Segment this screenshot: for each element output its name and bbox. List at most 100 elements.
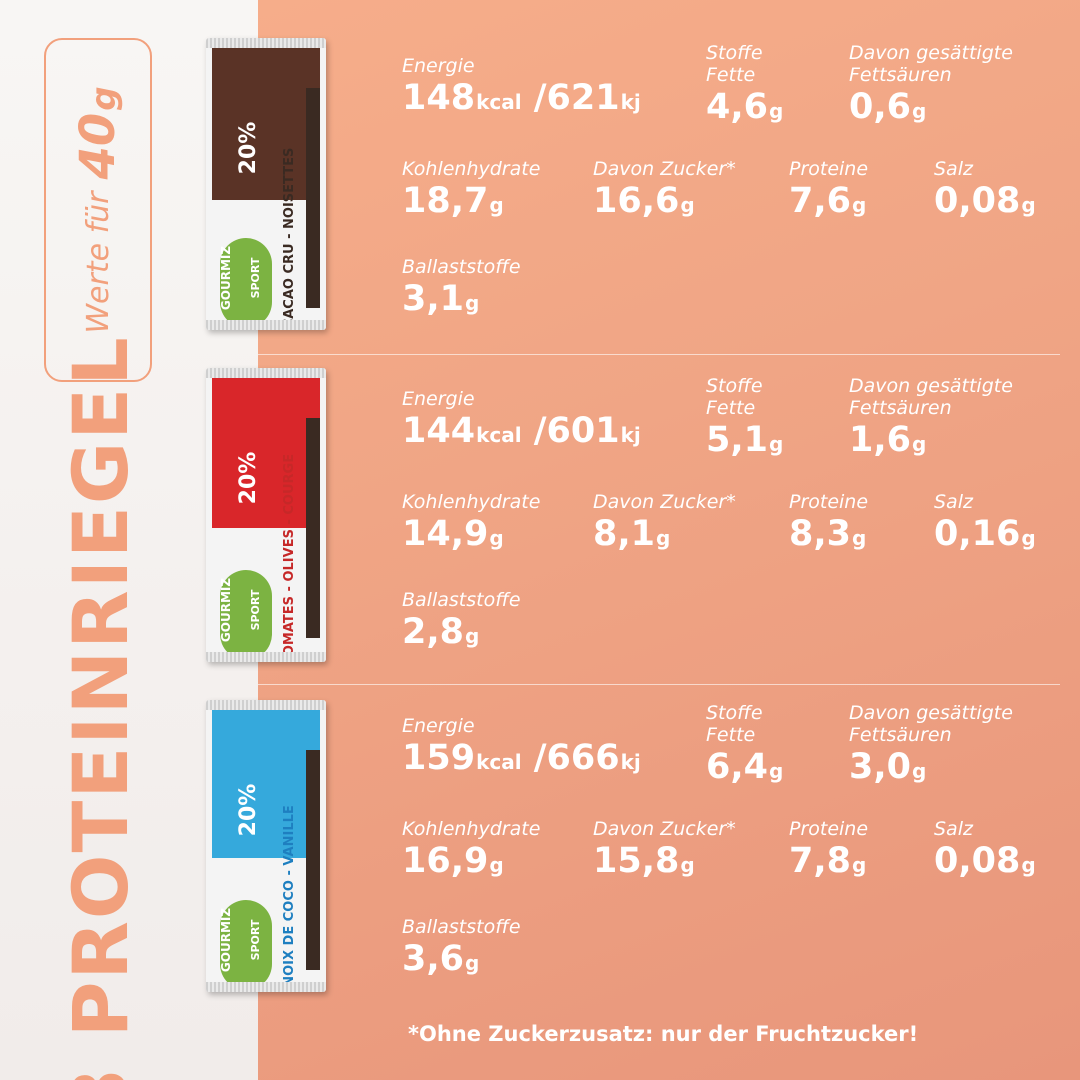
brand-logo: GOURMIZ [219, 907, 233, 973]
footnote: *Ohne Zuckerzusatz: nur der Fruchtzucker… [408, 1022, 919, 1046]
product-3-kj: /666 [533, 738, 620, 778]
carbs-value: 16,9g [402, 840, 540, 886]
protein-label: Proteine [789, 491, 869, 513]
protein-percent-badge: 20% [236, 121, 261, 175]
product-3-kohlenhydrate: 16,9 [402, 841, 489, 881]
brand-badge [220, 900, 272, 990]
fat-value: 6,4g [706, 746, 783, 792]
saturated-fat-value: 1,6g [849, 419, 1013, 465]
product-1-salz: 0,08 [934, 181, 1021, 221]
product-1-proteine: 7,6 [789, 181, 852, 221]
fiber-item: Ballaststoffe 2,8g [402, 589, 521, 657]
product-3-fette: 6,4 [706, 747, 769, 787]
salt-item: Salz 0,08g [934, 158, 1036, 226]
salt-value: 0,08g [934, 180, 1036, 226]
fat-item: Stoffe Fette 6,4g [706, 702, 783, 792]
product-3-gesattigt: 3,0 [849, 747, 912, 787]
fat-label: Stoffe Fette [706, 42, 763, 86]
protein-percent-badge: 20% [236, 451, 261, 505]
protein-value: 7,6g [789, 180, 868, 226]
brand-badge [220, 570, 272, 660]
unit: g [769, 432, 784, 456]
sugar-item: Davon Zucker* 16,6g [593, 158, 736, 226]
unit: g [912, 759, 927, 783]
saturated-fat-label: Davon gesättigte Fettsäuren [849, 375, 1013, 419]
product-3-salz: 0,08 [934, 841, 1021, 881]
unit: g [1021, 526, 1036, 550]
saturated-fat-item: Davon gesättigte Fettsäuren 3,0g [849, 702, 1013, 792]
saturated-fat-item: Davon gesättigte Fettsäuren 1,6g [849, 375, 1013, 465]
wrapper-color-band [212, 378, 320, 528]
carbs-item: Kohlenhydrate 18,7g [402, 158, 540, 226]
brand-badge [220, 238, 272, 328]
carbs-item: Kohlenhydrate 14,9g [402, 491, 540, 559]
unit: g [852, 853, 867, 877]
fiber-label: Ballaststoffe [402, 589, 521, 611]
energy-label: Energie [402, 55, 475, 77]
product-image-cacao: 20% GOURMIZ SPORT CACAO CRU - NOISETTES [206, 38, 326, 330]
product-2-fette: 5,1 [706, 420, 769, 460]
fat-item: Stoffe Fette 4,6g [706, 42, 783, 132]
carbs-item: Kohlenhydrate 16,9g [402, 818, 540, 886]
product-1-gesattigt: 0,6 [849, 87, 912, 127]
nutrition-panel [258, 0, 1080, 1080]
fiber-item: Ballaststoffe 3,6g [402, 916, 521, 984]
unit: g [489, 526, 504, 550]
fiber-label: Ballaststoffe [402, 916, 521, 938]
serving-size-value: 40 [70, 112, 126, 180]
unit: g [1021, 193, 1036, 217]
wrapper-color-band [212, 710, 320, 858]
wrapper-crimp [206, 38, 326, 48]
product-1-kcal: 148 [402, 78, 476, 118]
carbs-label: Kohlenhydrate [402, 491, 541, 513]
sugar-label: Davon Zucker* [593, 158, 736, 180]
wrapper-crimp [206, 368, 326, 378]
flavor-label: TOMATES - OLIVES - COURGE [282, 453, 297, 662]
bar-edge [306, 750, 320, 970]
protein-label: Proteine [789, 158, 869, 180]
product-2-zucker: 8,1 [593, 514, 656, 554]
product-2-salz: 0,16 [934, 514, 1021, 554]
unit: g [1021, 853, 1036, 877]
sugar-item: Davon Zucker* 15,8g [593, 818, 736, 886]
sugar-label: Davon Zucker* [593, 491, 736, 513]
unit: g [465, 951, 480, 975]
energy-item: Energie 159kcal /666kj [402, 715, 641, 783]
fiber-item: Ballaststoffe 3,1g [402, 256, 521, 324]
protein-value: 8,3g [789, 513, 868, 559]
unit: g [912, 99, 927, 123]
serving-size-label: Werte für 40 g [68, 40, 128, 380]
product-2-gesattigt: 1,6 [849, 420, 912, 460]
product-2-ballast: 2,8 [402, 612, 465, 652]
salt-label: Salz [934, 491, 973, 513]
product-1-fette: 4,6 [706, 87, 769, 127]
product-3-ballast: 3,6 [402, 939, 465, 979]
salt-item: Salz 0,08g [934, 818, 1036, 886]
sugar-value: 16,6g [593, 180, 736, 226]
flavor-label: CACAO CRU - NOISETTES [282, 147, 297, 329]
energy-value: 144kcal /601kj [402, 410, 641, 456]
carbs-value: 14,9g [402, 513, 540, 559]
bar-edge [306, 418, 320, 638]
carbs-label: Kohlenhydrate [402, 818, 541, 840]
fiber-value: 3,1g [402, 278, 521, 324]
sugar-value: 8,1g [593, 513, 736, 559]
unit: g [489, 853, 504, 877]
section-divider [258, 354, 1060, 355]
unit: g [465, 291, 480, 315]
protein-item: Proteine 7,8g [789, 818, 868, 886]
bar-edge [306, 88, 320, 308]
unit: g [852, 193, 867, 217]
salt-label: Salz [934, 158, 973, 180]
page-title: 3 PROTEINRIEGEL [55, 335, 145, 1080]
protein-item: Proteine 7,6g [789, 158, 868, 226]
wrapper-crimp [206, 982, 326, 992]
product-1-zucker: 16,6 [593, 181, 680, 221]
fiber-label: Ballaststoffe [402, 256, 521, 278]
sport-label: SPORT [249, 589, 262, 631]
unit: kcal [476, 90, 522, 114]
protein-item: Proteine 8,3g [789, 491, 868, 559]
unit: kj [620, 750, 641, 774]
product-2-kj: /601 [533, 411, 620, 451]
unit: kcal [476, 423, 522, 447]
